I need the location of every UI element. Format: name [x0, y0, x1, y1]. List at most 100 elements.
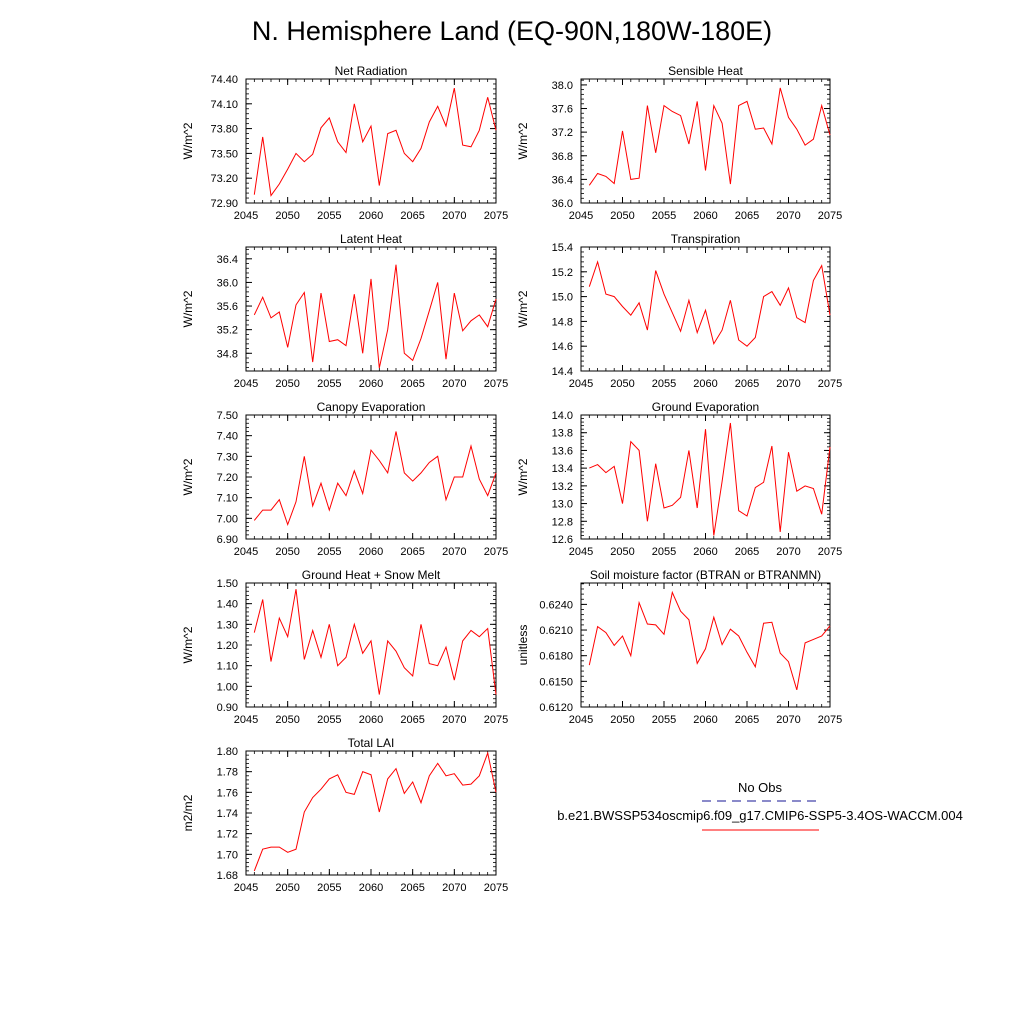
y-tick-label: 15.2	[552, 267, 573, 279]
x-tick-label: 2065	[400, 546, 424, 558]
y-tick-label: 13.2	[552, 481, 573, 493]
x-tick-label: 2050	[275, 210, 299, 222]
x-tick-label: 2070	[776, 714, 800, 726]
panel-title: Canopy Evaporation	[317, 400, 426, 414]
x-tick-label: 2065	[400, 378, 424, 390]
y-tick-label: 1.78	[217, 767, 238, 779]
series-line	[253, 264, 497, 369]
y-tick-label: 1.30	[217, 619, 238, 631]
y-tick-label: 7.00	[217, 513, 238, 525]
y-tick-label: 14.4	[552, 366, 573, 378]
x-tick-label: 2065	[735, 714, 759, 726]
x-tick-label: 2075	[484, 210, 508, 222]
y-tick-label: 1.50	[217, 578, 238, 590]
x-tick-label: 2070	[776, 210, 800, 222]
y-tick-label: 14.0	[552, 410, 573, 422]
x-tick-label: 2050	[275, 714, 299, 726]
y-tick-label: 73.50	[210, 148, 238, 160]
y-tick-label: 0.6180	[539, 651, 573, 663]
panel-7: Ground Heat + Snow Melt W/m^2 2045 2050 2055…	[181, 568, 508, 726]
y-tick-label: 7.30	[217, 451, 238, 463]
y-tick-label: 34.8	[217, 348, 238, 360]
y-tick-label: 1.20	[217, 640, 238, 652]
x-tick-label: 2065	[735, 378, 759, 390]
series-line	[588, 260, 831, 347]
y-tick-label: 36.0	[217, 277, 238, 289]
y-axis-label: W/m^2	[516, 290, 530, 327]
y-tick-label: 1.70	[217, 849, 238, 861]
panel-3: Latent Heat W/m^2 2045 2050 2055 2060 2065 2070…	[181, 232, 508, 390]
x-tick-label: 2045	[234, 882, 258, 894]
panel-5: Canopy Evaporation W/m^2 2045 2050 2055 2060 2…	[181, 400, 508, 558]
y-tick-label: 7.20	[217, 472, 238, 484]
x-tick-label: 2075	[484, 546, 508, 558]
x-tick-label: 2060	[359, 210, 383, 222]
x-tick-label: 2075	[484, 714, 508, 726]
y-tick-label: 0.6120	[539, 702, 573, 714]
x-tick-label: 2060	[359, 378, 383, 390]
y-tick-label: 1.68	[217, 870, 238, 882]
y-tick-label: 15.0	[552, 292, 573, 304]
y-tick-label: 1.76	[217, 787, 238, 799]
panel-6: Ground Evaporation W/m^2 2045 2050 2055 2060 2…	[516, 400, 842, 558]
x-tick-label: 2055	[317, 210, 341, 222]
x-tick-label: 2065	[735, 546, 759, 558]
x-tick-label: 2055	[652, 546, 676, 558]
x-tick-label: 2045	[569, 546, 593, 558]
y-tick-label: 7.10	[217, 493, 238, 505]
panel-4: Transpiration W/m^2 2045 2050 2055 2060 2065 20…	[516, 232, 842, 390]
y-tick-label: 13.0	[552, 499, 573, 511]
x-tick-label: 2065	[400, 714, 424, 726]
y-tick-label: 1.40	[217, 599, 238, 611]
panel-title: Ground Evaporation	[652, 400, 759, 414]
y-tick-label: 14.6	[552, 341, 573, 353]
y-tick-label: 0.6150	[539, 676, 573, 688]
x-tick-label: 2045	[569, 210, 593, 222]
x-tick-label: 2060	[359, 546, 383, 558]
x-tick-label: 2075	[818, 546, 842, 558]
y-tick-label: 36.0	[552, 198, 573, 210]
panel-9: Total LAI m2/m2 2045 2050 2055 2060 2065 2070 20…	[181, 736, 508, 894]
x-tick-label: 2075	[484, 882, 508, 894]
x-tick-label: 2075	[818, 714, 842, 726]
x-tick-label: 2070	[776, 378, 800, 390]
y-tick-label: 15.4	[552, 242, 573, 254]
y-axis-label: W/m^2	[181, 290, 195, 327]
y-tick-label: 35.6	[217, 301, 238, 313]
x-tick-label: 2045	[569, 378, 593, 390]
x-tick-label: 2055	[317, 378, 341, 390]
y-axis-label: W/m^2	[181, 626, 195, 663]
x-tick-label: 2070	[442, 714, 466, 726]
y-tick-label: 12.8	[552, 516, 573, 528]
x-tick-label: 2075	[818, 210, 842, 222]
x-tick-label: 2050	[610, 714, 634, 726]
series-line	[588, 590, 831, 691]
x-tick-label: 2055	[652, 378, 676, 390]
y-tick-label: 1.74	[217, 808, 238, 820]
series-line	[588, 87, 831, 186]
x-tick-label: 2075	[818, 378, 842, 390]
x-tick-label: 2045	[234, 210, 258, 222]
y-tick-label: 36.4	[552, 174, 573, 186]
x-tick-label: 2070	[776, 546, 800, 558]
y-tick-label: 0.6240	[539, 599, 573, 611]
panel-2: Sensible Heat W/m^2 2045 2050 2055 2060 2065 20…	[516, 64, 842, 222]
panel-8: Soil moisture factor (BTRAN or BTRANMN) u…	[516, 568, 842, 726]
series-line	[253, 431, 497, 527]
legend-obs-label: No Obs	[738, 780, 783, 795]
y-axis-label: m2/m2	[181, 794, 195, 831]
panel-title: Total LAI	[348, 736, 395, 750]
legend: No Obs b.e21.BWSSP534oscmip6.f09_g17.CMI…	[557, 780, 963, 831]
y-tick-label: 7.50	[217, 410, 238, 422]
x-tick-label: 2075	[484, 378, 508, 390]
panel-1: Net Radiation W/m^2 2045 2050 2055 2060 2065 20…	[181, 64, 508, 222]
panel-title: Sensible Heat	[668, 64, 743, 78]
x-tick-label: 2065	[735, 210, 759, 222]
x-tick-label: 2055	[652, 714, 676, 726]
x-tick-label: 2070	[442, 378, 466, 390]
series-line	[589, 422, 831, 536]
x-tick-label: 2050	[610, 378, 634, 390]
x-tick-label: 2045	[234, 714, 258, 726]
x-tick-label: 2050	[610, 546, 634, 558]
